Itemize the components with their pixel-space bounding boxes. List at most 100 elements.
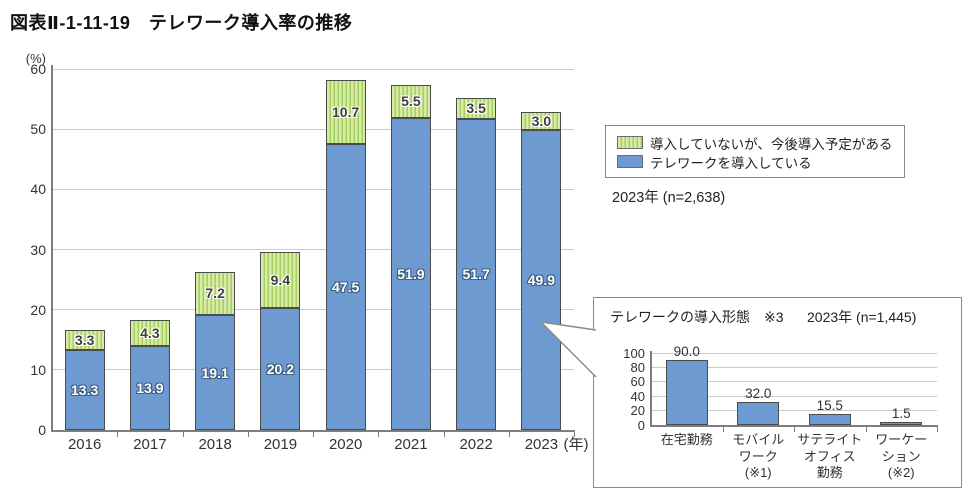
inset-gridline-40 — [651, 395, 937, 397]
main-x-tick-6 — [443, 431, 445, 437]
bar-2022-planned — [456, 97, 497, 119]
main-x-label-2016: 2016 — [67, 436, 102, 453]
inset-x-label-0: 在宅勤務 — [660, 432, 713, 447]
main-ytick-label-30: 30 — [30, 241, 46, 258]
bar-2022-introduced — [456, 118, 497, 430]
main-unit-label: (%) — [25, 51, 46, 66]
inset-x-axis — [650, 425, 938, 427]
bar-value-introduced-2023: 49.9 — [527, 271, 555, 288]
inset-ytick-label-60: 60 — [630, 374, 645, 390]
main-x-label-2018: 2018 — [198, 436, 232, 453]
bar-value-introduced-2020: 47.5 — [332, 279, 360, 296]
main-x-tick-4 — [313, 431, 314, 437]
bar-value-planned-2016: 3.3 — [74, 332, 95, 349]
inset-sample-note: 2023年 (n=1,445) — [807, 309, 917, 325]
legend-label-introduced: テレワークを導入している — [650, 155, 812, 171]
main-y-axis — [51, 65, 53, 430]
main-x-tick-1 — [117, 431, 119, 437]
inset-bar-value-1: 32.0 — [745, 385, 772, 401]
legend-swatch-introduced-icon — [617, 155, 643, 168]
bar-value-introduced-2021: 51.9 — [397, 265, 425, 282]
bar-value-planned-2020: 10.7 — [332, 104, 360, 121]
legend: 導入していないが、今後導入予定がある テレワークを導入している — [605, 125, 905, 178]
bar-2016-planned — [64, 330, 105, 350]
figure-title: 図表Ⅱ-1-11-19 テレワーク導入率の推移 — [10, 13, 353, 33]
main-ytick-label-50: 50 — [30, 121, 46, 138]
main-gridline-10 — [52, 369, 574, 371]
bar-2019-planned — [260, 251, 301, 309]
inset-bar-value-0: 90.0 — [673, 344, 700, 360]
main-x-label-2023: 2023 — [524, 436, 559, 453]
main-gridline-20 — [52, 309, 574, 311]
main-gridline-50 — [52, 128, 574, 130]
main-x-tick-3 — [247, 431, 249, 437]
inset-ytick-label-20: 20 — [630, 403, 645, 419]
main-gridline-40 — [52, 188, 574, 190]
bar-value-introduced-2018: 19.1 — [201, 364, 229, 381]
main-x-tick-2 — [182, 431, 184, 437]
bar-value-introduced-2022: 51.7 — [462, 266, 490, 283]
bar-value-planned-2021: 5.5 — [401, 93, 421, 110]
main-ytick-label-0: 0 — [38, 422, 46, 438]
bar-2017-introduced — [129, 346, 170, 430]
bar-value-planned-2022: 3.5 — [466, 100, 486, 117]
inset-x-label-2: サテライト オフィス 勤務 — [797, 432, 863, 480]
main-x-label-2020: 2020 — [328, 436, 363, 453]
bar-2017-planned — [129, 320, 170, 347]
inset-ytick-label-40: 40 — [630, 388, 645, 404]
main-ytick-label-20: 20 — [30, 301, 46, 318]
legend-swatch-planned-icon — [617, 136, 643, 149]
bar-2018-introduced — [195, 315, 236, 430]
main-x-label-2017: 2017 — [133, 436, 167, 453]
bar-2018-planned — [195, 271, 236, 316]
inset-bar-value-2: 15.5 — [816, 397, 843, 413]
bar-2020-planned — [325, 79, 366, 145]
bar-2021-planned — [390, 84, 431, 118]
inset-bar-3 — [880, 422, 923, 425]
inset-x-label-3: ワーケー ション (※2) — [875, 432, 928, 480]
inset-gridline-100 — [651, 352, 937, 354]
main-ytick-label-60: 60 — [30, 61, 46, 77]
main-ytick-label-40: 40 — [30, 181, 46, 198]
main-x-tick-8 — [574, 431, 575, 437]
inset-x-tick-1 — [722, 426, 724, 432]
main-x-label-2021: 2021 — [394, 436, 428, 453]
inset-bar-0 — [665, 360, 708, 425]
inset-ytick-label-0: 0 — [637, 417, 645, 433]
inset-x-tick-2 — [794, 426, 795, 432]
inset-bar-1 — [737, 401, 780, 425]
bar-2016-introduced — [64, 349, 105, 430]
legend-sample-note: 2023年 (n=2,638) — [612, 190, 726, 206]
inset-x-tick-4 — [937, 426, 938, 432]
bar-value-introduced-2016: 13.3 — [71, 381, 99, 398]
inset-ytick-label-100: 100 — [623, 345, 645, 361]
inset-y-axis — [650, 351, 652, 425]
inset-bar-value-3: 1.5 — [891, 406, 911, 421]
legend-item-introduced: テレワークを導入している — [617, 152, 904, 171]
bar-value-planned-2019: 9.4 — [270, 272, 291, 289]
inset-x-label-1: モバイル ワーク (※1) — [732, 432, 785, 480]
bar-2019-introduced — [260, 308, 301, 430]
inset-bar-2 — [808, 413, 851, 425]
bar-value-introduced-2017: 13.9 — [136, 380, 164, 397]
main-x-axis-suffix: (年) — [563, 436, 589, 453]
main-x-tick-5 — [378, 431, 380, 437]
main-x-axis — [51, 430, 575, 432]
main-gridline-60 — [52, 68, 574, 70]
legend-label-planned: 導入していないが、今後導入予定がある — [650, 136, 893, 152]
bar-2023-planned — [521, 111, 562, 130]
main-x-label-2022: 2022 — [459, 436, 493, 453]
bar-value-planned-2018: 7.2 — [205, 285, 225, 302]
inset-ytick-label-80: 80 — [630, 359, 645, 375]
main-gridline-30 — [52, 249, 574, 250]
inset-gridline-20 — [651, 410, 937, 412]
main-x-tick-7 — [508, 431, 510, 437]
bar-value-planned-2023: 3.0 — [531, 112, 552, 129]
inset-gridline-80 — [651, 366, 937, 368]
inset-panel: テレワークの導入形態 ※3 2023年 (n=1,445) — [593, 297, 962, 488]
inset-gridline-60 — [651, 381, 937, 383]
legend-item-planned: 導入していないが、今後導入予定がある — [617, 133, 904, 152]
bar-2023-introduced — [521, 129, 562, 430]
main-ytick-label-10: 10 — [30, 361, 46, 378]
